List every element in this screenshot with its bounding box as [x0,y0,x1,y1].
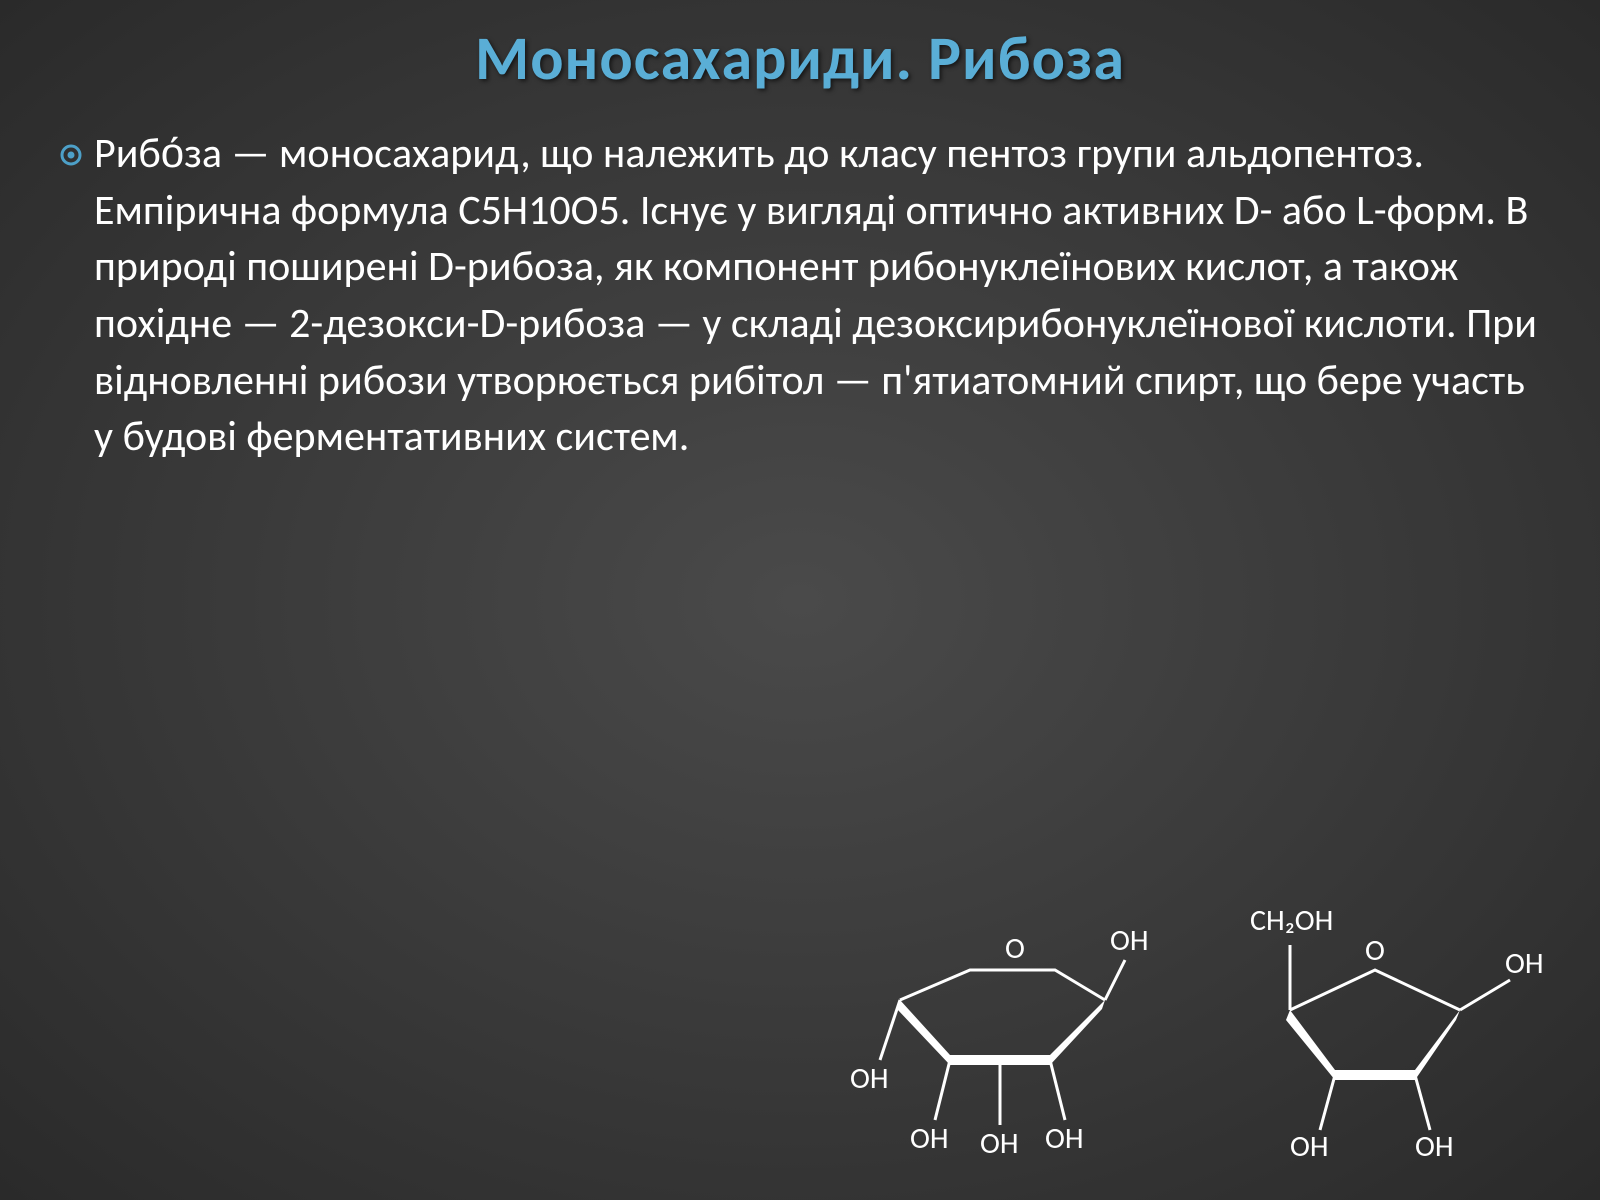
label-o-ring-f: O [1365,932,1385,969]
label-oh-bl-f: OH [1290,1128,1329,1165]
label-oh-tr: OH [1505,945,1544,982]
slide-title: Моносахариди. Рибоза [60,20,1540,96]
bullet-icon [60,144,82,171]
body-text: Рибо́за — моносахарид, що належить до кл… [94,126,1540,466]
label-oh-bml: OH [910,1120,949,1157]
label-oh-bl: OH [850,1060,889,1097]
molecule-diagrams: O OH OH OH OH OH [850,890,1560,1170]
label-oh-br-extra: OH [1045,1120,1084,1157]
label-o-ring: O [1005,930,1025,967]
label-ch2oh: CH₂OH [1250,902,1333,939]
label-oh-top: OH [1110,922,1149,959]
label-oh-br-f: OH [1415,1128,1454,1165]
molecule-pyranose: O OH OH OH OH OH [850,910,1150,1170]
slide: Моносахариди. Рибоза Рибо́за — моносахар… [0,0,1600,1200]
molecule-furanose: CH₂OH O OH OH OH [1220,890,1560,1170]
label-oh-bmr: OH [980,1125,1019,1162]
